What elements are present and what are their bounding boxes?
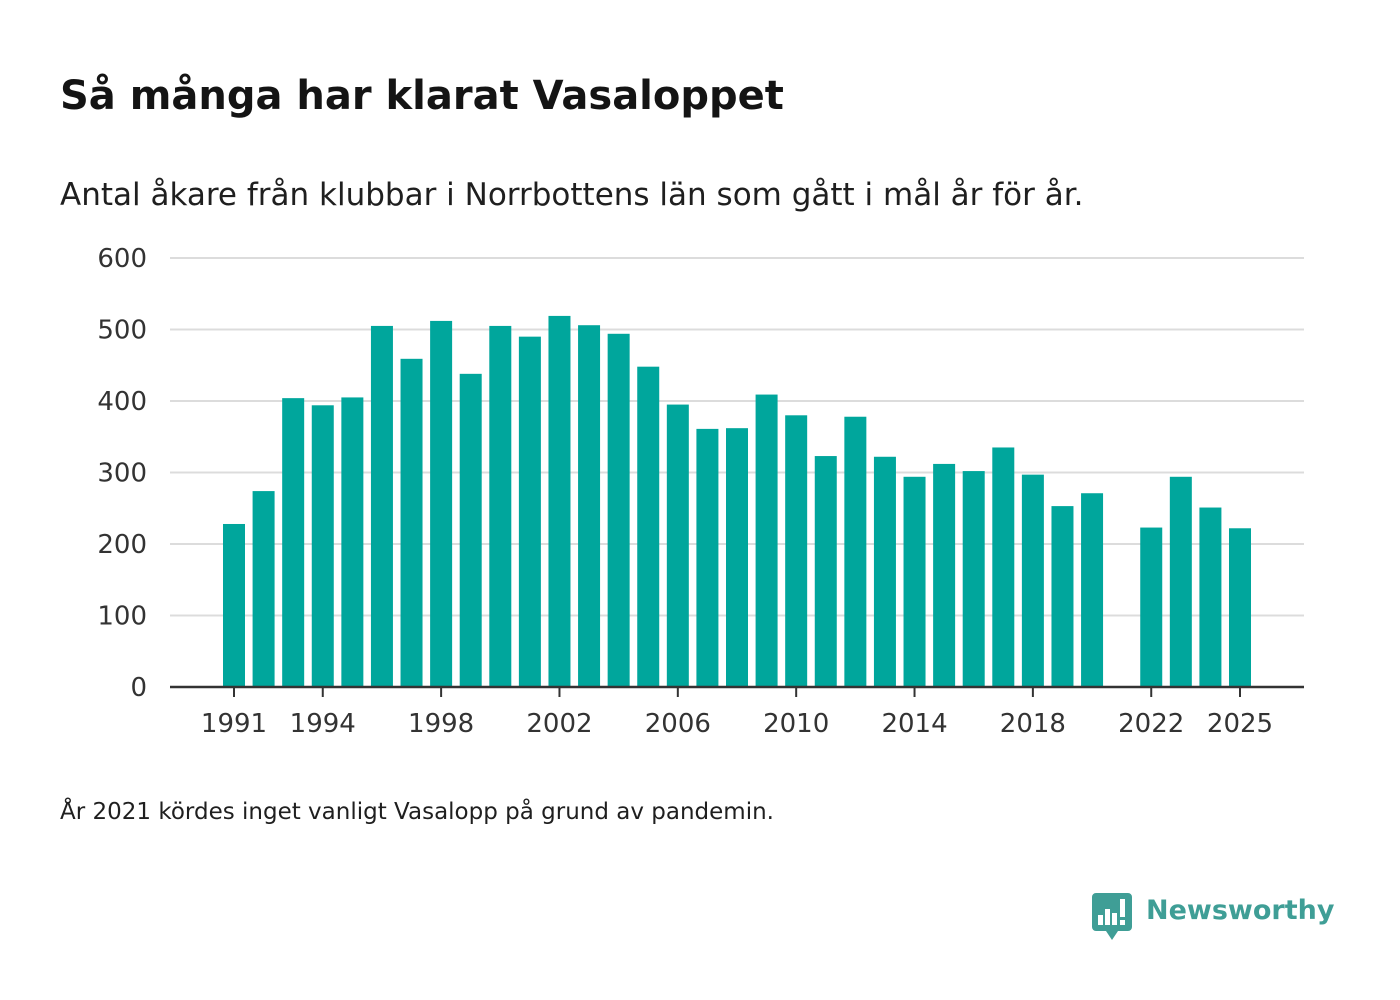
bar-2019	[1051, 506, 1074, 687]
y-tick-label-0: 0	[130, 673, 147, 703]
bar-2003	[578, 325, 601, 687]
bar-2024	[1199, 507, 1222, 687]
bar-1995	[341, 397, 364, 687]
bar-2016	[962, 471, 985, 687]
x-tick-label-1991: 1991	[201, 709, 267, 739]
x-tick-label-2022: 2022	[1118, 709, 1184, 739]
bar-2020	[1081, 493, 1104, 687]
bar-2025	[1229, 528, 1251, 687]
bar-2005	[637, 366, 660, 687]
chart-subtitle: Antal åkare från klubbar i Norrbottens l…	[60, 177, 1084, 213]
x-tick-label-2002: 2002	[526, 709, 592, 739]
logo-bar-3	[1112, 913, 1117, 925]
x-tick-label-2025: 2025	[1207, 709, 1273, 739]
chart-footnote: År 2021 kördes inget vanligt Vasalopp på…	[60, 799, 774, 825]
bar-chart: 0 100 200 300 400 500 600 1991 1994 1998 2002 2006…	[97, 244, 1304, 739]
bar-2015	[933, 463, 956, 687]
bar-2009	[755, 394, 778, 687]
bar-2012	[844, 416, 867, 687]
bar-2017	[992, 447, 1015, 687]
x-tick-label-1998: 1998	[408, 709, 474, 739]
logo-bar-1	[1098, 915, 1103, 925]
newsworthy-speech-bubble-chart-icon	[1092, 893, 1132, 940]
bar-1992	[252, 491, 275, 687]
y-tick-label-600: 600	[97, 244, 147, 274]
x-tick-label-1994: 1994	[290, 709, 356, 739]
bar-1991	[223, 523, 245, 687]
chart-title: Så många har klarat Vasaloppet	[60, 73, 784, 119]
y-tick-label-500: 500	[97, 316, 147, 346]
bar-2022	[1140, 527, 1163, 687]
bar-1999	[459, 373, 482, 687]
y-tick-label-100: 100	[97, 602, 147, 632]
x-tick-label-2018: 2018	[1000, 709, 1066, 739]
bar-1998	[430, 320, 453, 687]
y-tick-label-300: 300	[97, 459, 147, 489]
bar-2008	[726, 428, 748, 687]
logo-bar-2	[1105, 909, 1110, 925]
y-tick-label-200: 200	[97, 530, 147, 560]
y-axis-tick-labels: 0 100 200 300 400 500 600	[97, 244, 147, 703]
x-tick-label-2010: 2010	[763, 709, 829, 739]
newsworthy-logo: Newsworthy	[1090, 890, 1350, 944]
x-axis: 1991 1994 1998 2002 2006 2010 2014 2018 2022 2025	[170, 685, 1304, 739]
bar-2004	[607, 333, 630, 687]
bar-1997	[400, 358, 423, 687]
bars	[223, 315, 1251, 687]
bar-2014	[903, 476, 926, 687]
bar-1996	[370, 325, 393, 687]
y-tick-label-400: 400	[97, 387, 147, 417]
newsworthy-logo-text: Newsworthy	[1146, 895, 1335, 926]
bar-2007	[696, 428, 719, 687]
bar-2013	[873, 456, 896, 687]
x-tick-label-2014: 2014	[881, 709, 947, 739]
bar-2002	[548, 315, 571, 687]
bar-2006	[666, 404, 689, 687]
bar-2011	[814, 456, 837, 687]
bar-1993	[282, 398, 305, 687]
bar-2018	[1021, 474, 1044, 687]
bar-2000	[489, 325, 512, 687]
bar-1994	[311, 405, 334, 687]
logo-dot	[1120, 920, 1125, 925]
x-tick-label-2006: 2006	[645, 709, 711, 739]
bar-2001	[518, 336, 541, 687]
bar-2010	[785, 415, 808, 687]
logo-bar-4	[1120, 899, 1125, 917]
bar-2023	[1169, 476, 1192, 687]
